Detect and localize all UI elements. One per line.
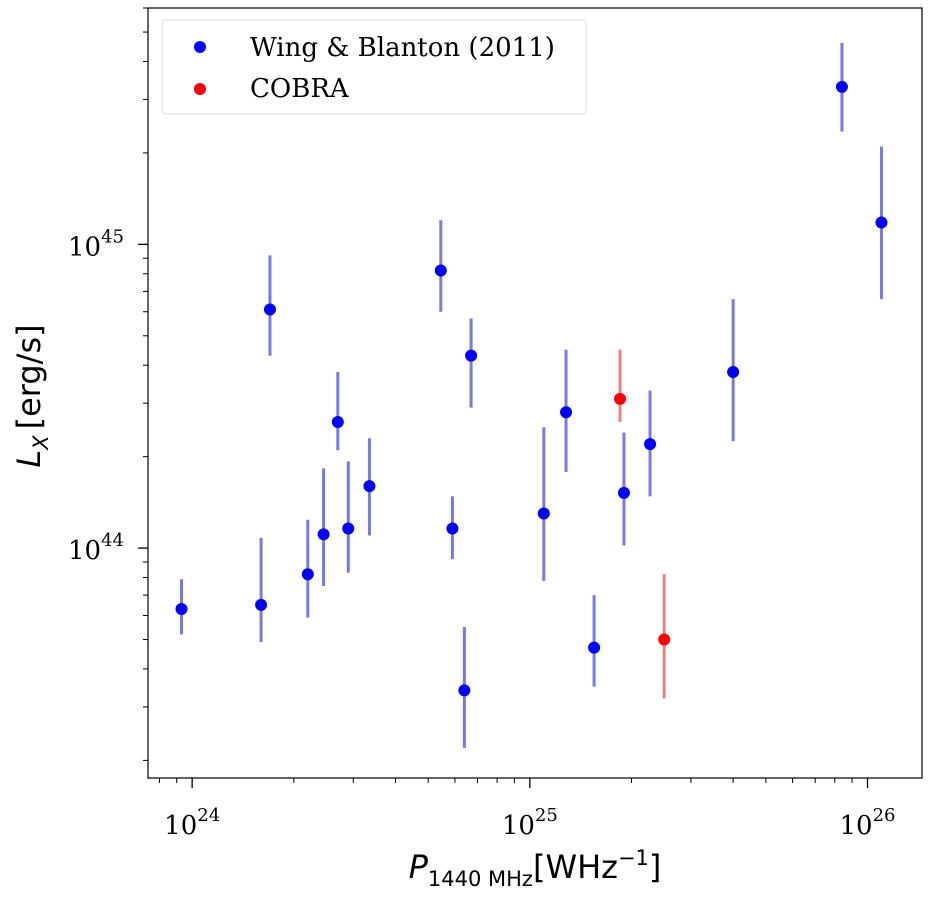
- data-point-wing-blanton: [835, 80, 848, 93]
- y-tick-label-base: 10: [68, 232, 101, 262]
- data-point-wing-blanton: [458, 684, 471, 697]
- y-axis-label-unit: [erg/s]: [10, 324, 48, 429]
- y-tick-label-base: 10: [68, 536, 101, 566]
- legend-marker-cobra: [194, 83, 206, 95]
- x-tick-label-base: 10: [840, 811, 873, 841]
- major-ticks: [138, 243, 869, 788]
- data-point-wing-blanton: [175, 603, 188, 616]
- x-tick-label-base: 10: [164, 811, 197, 841]
- data-points: [175, 80, 888, 697]
- data-point-wing-blanton: [317, 528, 330, 541]
- data-point-cobra: [658, 633, 671, 646]
- x-axis-label-symbol: P: [409, 848, 429, 886]
- data-point-wing-blanton: [342, 522, 355, 535]
- x-tick-label-exponent: 25: [535, 805, 558, 826]
- x-tick-labels: 1024 1025 1026: [164, 805, 895, 841]
- y-tick-label: 1044: [68, 530, 124, 566]
- x-axis-label: P1440 MHz[WHz−1]: [409, 846, 662, 891]
- data-point-wing-blanton: [644, 438, 657, 451]
- error-bars: [180, 43, 883, 748]
- y-axis-label-subscript: X: [29, 435, 53, 451]
- x-tick-label-base: 10: [502, 811, 535, 841]
- y-tick-label: 1045: [68, 226, 124, 262]
- y-axis-label-symbol: L: [10, 450, 48, 468]
- legend-label-cobra: COBRA: [250, 74, 350, 104]
- plot-area-frame: [147, 7, 923, 779]
- legend-frame: [161, 19, 587, 115]
- x-tick-label-exponent: 26: [873, 805, 896, 826]
- y-tick-label-exponent: 45: [101, 226, 124, 247]
- data-point-wing-blanton: [255, 598, 268, 611]
- x-axis-label-subscript: 1440 MHz: [428, 867, 533, 891]
- x-tick-label: 1025: [502, 805, 558, 841]
- legend-marker-wing-blanton: [194, 41, 206, 53]
- legend-label-wing-blanton: Wing & Blanton (2011): [250, 33, 555, 63]
- data-point-wing-blanton: [363, 480, 376, 493]
- data-point-wing-blanton: [263, 303, 276, 316]
- x-tick-label: 1024: [164, 805, 220, 841]
- data-point-wing-blanton: [301, 568, 314, 581]
- data-point-wing-blanton: [331, 416, 344, 429]
- data-point-wing-blanton: [434, 264, 447, 277]
- y-axis-label: LX [erg/s]: [10, 324, 53, 467]
- data-point-wing-blanton: [727, 365, 740, 378]
- data-point-wing-blanton: [537, 507, 550, 520]
- data-point-wing-blanton: [465, 349, 478, 362]
- x-axis-label-unit-close: ]: [649, 848, 661, 886]
- minor-ticks: [143, 7, 853, 783]
- x-axis-label-unit-exponent: −1: [618, 846, 649, 870]
- data-point-wing-blanton: [560, 406, 573, 419]
- legend: Wing & Blanton (2011) COBRA: [161, 19, 587, 115]
- x-axis-label-unit: [WHz: [533, 848, 618, 886]
- x-tick-label-exponent: 24: [197, 805, 220, 826]
- data-point-wing-blanton: [875, 216, 888, 229]
- x-tick-label: 1026: [840, 805, 896, 841]
- data-point-wing-blanton: [446, 522, 459, 535]
- data-point-cobra: [614, 392, 627, 405]
- data-point-wing-blanton: [588, 641, 601, 654]
- data-point-wing-blanton: [617, 486, 630, 499]
- y-tick-label-exponent: 44: [101, 530, 124, 551]
